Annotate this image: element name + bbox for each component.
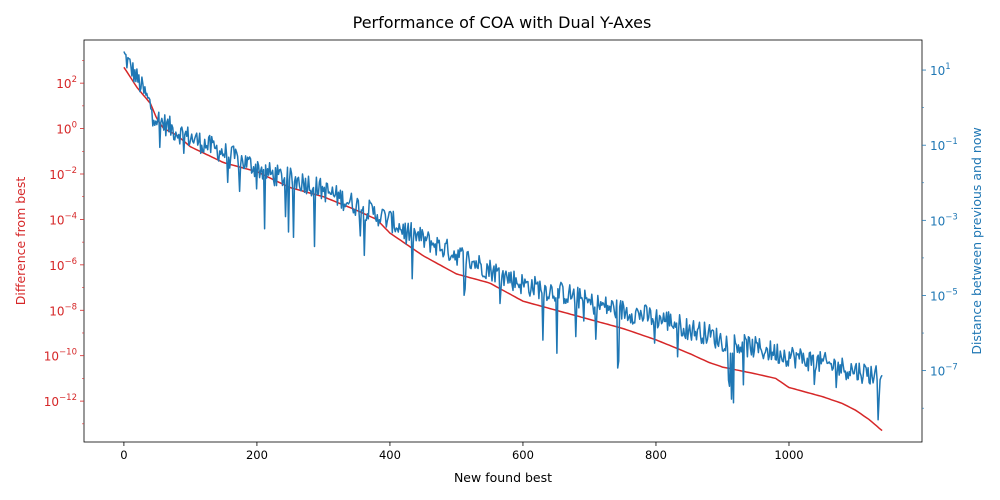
left-y-tick-label: 10−10	[44, 348, 77, 364]
plot-frame	[83, 39, 923, 443]
x-tick-label: 0	[120, 448, 127, 462]
series-line-distance	[123, 51, 883, 421]
left-y-tick-label: 10−4	[49, 211, 77, 227]
right-y-axis-label: Distance between previous and now	[969, 127, 984, 354]
series-line-difference	[123, 66, 883, 432]
left-y-tick-label: 102	[56, 75, 77, 91]
x-tick-label: 1000	[774, 448, 803, 462]
right-y-tick-label: 10−5	[930, 287, 958, 303]
x-tick-label: 800	[645, 448, 667, 462]
left-y-tick-label: 10−8	[49, 302, 77, 318]
left-y-tick-label: 10−6	[49, 257, 77, 273]
right-y-tick-label: 10−3	[930, 212, 958, 228]
left-y-tick-label: 100	[56, 121, 77, 137]
chart-title: Performance of COA with Dual Y-Axes	[353, 13, 652, 32]
x-tick-label: 200	[246, 448, 268, 462]
plot-area	[83, 39, 923, 443]
left-y-axis: 102 100 10−2 10−4 10−6 10−8 10−10 10−12	[44, 60, 84, 425]
x-axis-label: New found best	[454, 470, 552, 485]
right-y-axis: 101 10−1 10−3 10−5 10−7	[922, 62, 958, 409]
right-y-tick-label: 101	[930, 62, 951, 78]
right-y-tick-label: 10−1	[930, 137, 958, 153]
x-axis: 0 200 400 600 800 1000	[120, 442, 804, 462]
x-tick-label: 400	[379, 448, 401, 462]
left-y-tick-label: 10−12	[44, 393, 77, 409]
left-y-axis-label: Difference from best	[13, 177, 28, 306]
left-y-tick-label: 10−2	[49, 166, 77, 182]
right-y-tick-label: 10−7	[930, 363, 958, 379]
x-tick-label: 600	[512, 448, 534, 462]
